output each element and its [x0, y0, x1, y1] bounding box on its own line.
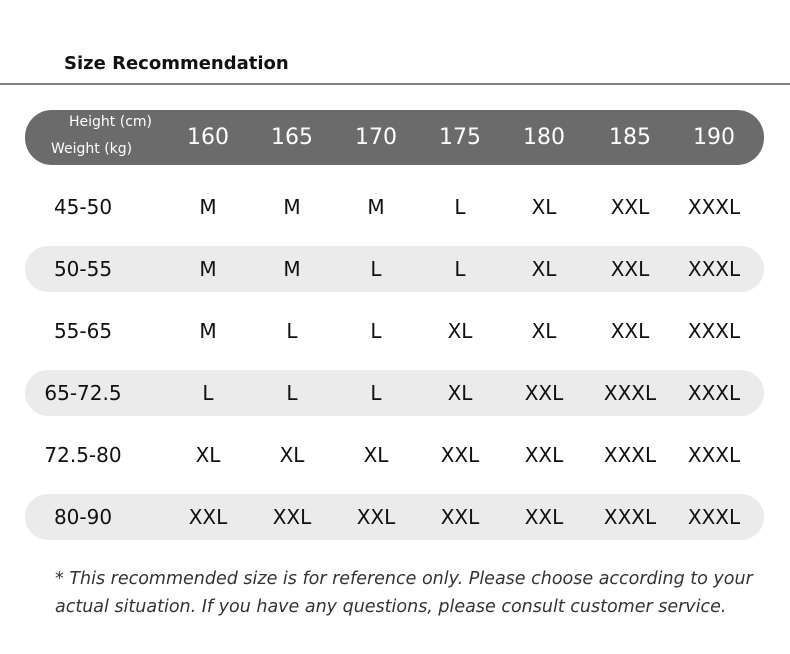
size-cell: XXL	[356, 505, 396, 529]
size-cell: XXL	[610, 319, 650, 343]
height-column-header: 180	[523, 125, 565, 150]
size-cell: XXL	[524, 443, 564, 467]
size-cell: XXL	[272, 505, 312, 529]
disclaimer-note: * This recommended size is for reference…	[55, 569, 753, 617]
height-column-header: 190	[693, 125, 735, 150]
table-row	[25, 370, 764, 416]
size-cell: M	[367, 195, 385, 219]
size-cell: XXL	[524, 505, 564, 529]
size-cell: M	[199, 257, 217, 281]
size-cell: XXL	[440, 443, 480, 467]
size-cell: XXXL	[687, 257, 741, 281]
size-cell: L	[370, 381, 382, 405]
size-cell: XXL	[610, 195, 650, 219]
size-cell: XXXL	[603, 443, 657, 467]
table-row	[25, 494, 764, 540]
size-cell: XXL	[524, 381, 564, 405]
size-cell: XXXL	[603, 381, 657, 405]
size-cell: L	[286, 381, 298, 405]
size-cell: XXXL	[687, 443, 741, 467]
size-cell: XL	[363, 443, 389, 467]
weight-cell: 45-50	[53, 195, 113, 219]
table-header	[25, 110, 764, 165]
size-cell: L	[454, 195, 466, 219]
weight-cell: 72.5-80	[44, 443, 122, 467]
height-column-header: 160	[187, 125, 229, 150]
page-title: Size Recommendation	[64, 53, 289, 74]
size-cell: XL	[195, 443, 221, 467]
size-cell: L	[286, 319, 298, 343]
size-cell: XXL	[440, 505, 480, 529]
height-label: Height (cm)	[69, 114, 152, 130]
divider	[0, 83, 790, 85]
size-cell: M	[199, 195, 217, 219]
height-column-header: 185	[609, 125, 651, 150]
size-cell: M	[283, 257, 301, 281]
size-cell: M	[199, 319, 217, 343]
size-cell: XXXL	[687, 319, 741, 343]
size-cell: XXXL	[603, 505, 657, 529]
height-column-header: 165	[271, 125, 313, 150]
weight-cell: 65-72.5	[44, 381, 122, 405]
weight-cell: 50-55	[53, 257, 113, 281]
size-cell: XL	[531, 257, 557, 281]
weight-label: Weight (kg)	[51, 141, 133, 157]
size-cell: XXXL	[687, 195, 741, 219]
height-column-header: 175	[439, 125, 481, 150]
size-cell: M	[283, 195, 301, 219]
size-cell: L	[370, 319, 382, 343]
weight-cell: 55-65	[53, 319, 113, 343]
size-cell: L	[202, 381, 214, 405]
size-cell: XL	[531, 195, 557, 219]
size-cell: XL	[531, 319, 557, 343]
weight-cell: 80-90	[53, 505, 113, 529]
size-cell: XXXL	[687, 505, 741, 529]
size-cell: L	[370, 257, 382, 281]
table-row	[25, 246, 764, 292]
size-cell: XL	[279, 443, 305, 467]
size-cell: XL	[447, 319, 473, 343]
size-cell: XXL	[188, 505, 228, 529]
size-cell: XXL	[610, 257, 650, 281]
size-cell: XL	[447, 381, 473, 405]
size-cell: XXXL	[687, 381, 741, 405]
size-cell: L	[454, 257, 466, 281]
height-column-header: 170	[355, 125, 397, 150]
